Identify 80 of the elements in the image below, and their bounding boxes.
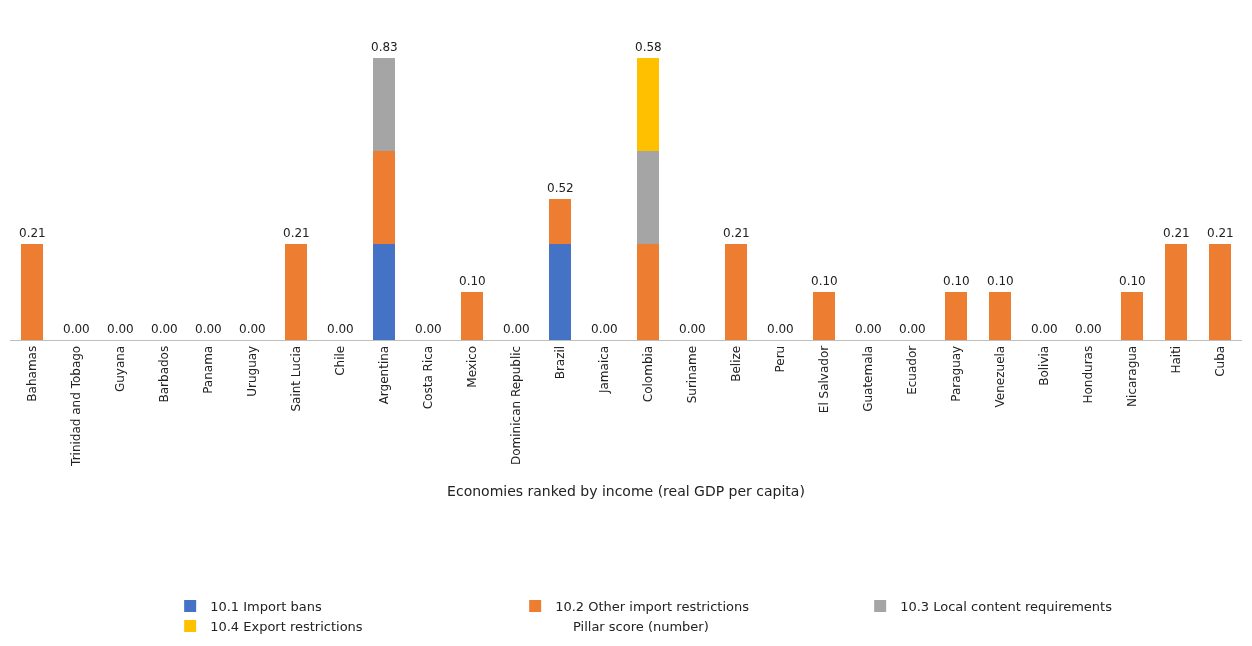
x-tick-label: Barbados — [156, 345, 171, 403]
bar — [549, 244, 571, 340]
x-tick-label: Guatemala — [860, 345, 875, 412]
x-tick-label: Chile — [332, 345, 347, 376]
annotation: 0.00 — [503, 322, 530, 336]
annotation: 0.10 — [811, 274, 838, 288]
x-tick-label: Nicaragua — [1124, 345, 1139, 407]
x-tick-label: Panama — [200, 345, 215, 394]
x-tick-label: Bolivia — [1036, 345, 1051, 386]
annotation: 0.00 — [1031, 322, 1058, 336]
x-tick-label: Colombia — [640, 345, 655, 403]
x-tick-label: Jamaica — [596, 345, 611, 395]
x-tick-label: Costa Rica — [420, 345, 435, 410]
annotation: 0.10 — [943, 274, 970, 288]
annotation: 0.00 — [679, 322, 706, 336]
legend-label: 10.4 Export restrictions — [210, 619, 363, 635]
x-tick-label: Saint Lucia — [288, 345, 303, 412]
bar — [461, 292, 483, 340]
x-tick-label: Uruguay — [244, 345, 259, 397]
bar — [725, 244, 747, 340]
annotation: 0.00 — [239, 322, 266, 336]
x-tick-label: Cuba — [1212, 345, 1227, 377]
annotation: 0.10 — [459, 274, 486, 288]
x-tick-label: Honduras — [1080, 345, 1095, 404]
annotation: 0.21 — [1163, 226, 1190, 240]
x-tick-label: Haiti — [1168, 345, 1183, 374]
x-tick-label: El Salvador — [816, 345, 831, 414]
annotation: 0.00 — [327, 322, 354, 336]
annotation: 0.00 — [415, 322, 442, 336]
bar — [373, 58, 395, 152]
bar — [637, 58, 659, 152]
annotation: 0.00 — [151, 322, 178, 336]
x-axis-title: Economies ranked by income (real GDP per capita) — [447, 483, 805, 500]
bar — [1165, 244, 1187, 340]
annotation: 0.58 — [635, 40, 662, 54]
annotation: 0.00 — [1075, 322, 1102, 336]
bar — [989, 292, 1011, 340]
x-tick-label: Brazil — [552, 345, 567, 380]
annotation: 0.00 — [591, 322, 618, 336]
annotation: 0.00 — [767, 322, 794, 336]
annotation: 0.52 — [547, 181, 574, 195]
annotation: 0.21 — [283, 226, 310, 240]
bar — [21, 244, 43, 340]
bar — [549, 199, 571, 245]
x-tick-label: Mexico — [464, 345, 479, 388]
x-tick-label: Ecuador — [904, 345, 919, 395]
x-tick-label: Bahamas — [24, 345, 39, 402]
bar — [637, 244, 659, 340]
bar — [945, 292, 967, 340]
legend-label: 10.1 Import bans — [210, 599, 322, 615]
annotation: 0.83 — [371, 40, 398, 54]
annotation: 0.21 — [19, 226, 46, 240]
annotation: 0.00 — [195, 322, 222, 336]
annotation: 0.10 — [1119, 274, 1146, 288]
x-tick-label: Venezuela — [992, 345, 1007, 408]
bar — [637, 151, 659, 245]
annotation: 0.21 — [723, 226, 750, 240]
bar — [285, 244, 307, 340]
x-tick-label: Trinidad and Tobago — [68, 345, 83, 467]
x-tick-label: Peru — [772, 345, 787, 373]
annotation: 0.10 — [987, 274, 1014, 288]
annotation: 0.00 — [899, 322, 926, 336]
bar — [373, 151, 395, 245]
bar — [373, 244, 395, 340]
legend-label: 10.3 Local content requirements — [900, 599, 1113, 615]
x-tick-label: Guyana — [112, 345, 127, 393]
x-tick-label: Argentina — [376, 345, 391, 405]
bar — [1121, 292, 1143, 340]
x-tick-label: Belize — [728, 345, 743, 382]
x-tick-label: Suriname — [684, 345, 699, 404]
annotation: 0.00 — [107, 322, 134, 336]
legend-label: 10.2 Other import restrictions — [555, 599, 750, 615]
bar — [813, 292, 835, 340]
annotation: 0.00 — [63, 322, 90, 336]
x-tick-label: Paraguay — [948, 345, 963, 402]
x-tick-label: Dominican Republic — [508, 345, 523, 465]
bar — [1209, 244, 1231, 340]
annotation: 0.21 — [1207, 226, 1234, 240]
annotation: 0.00 — [855, 322, 882, 336]
text: Pillar score (number) — [573, 619, 709, 634]
